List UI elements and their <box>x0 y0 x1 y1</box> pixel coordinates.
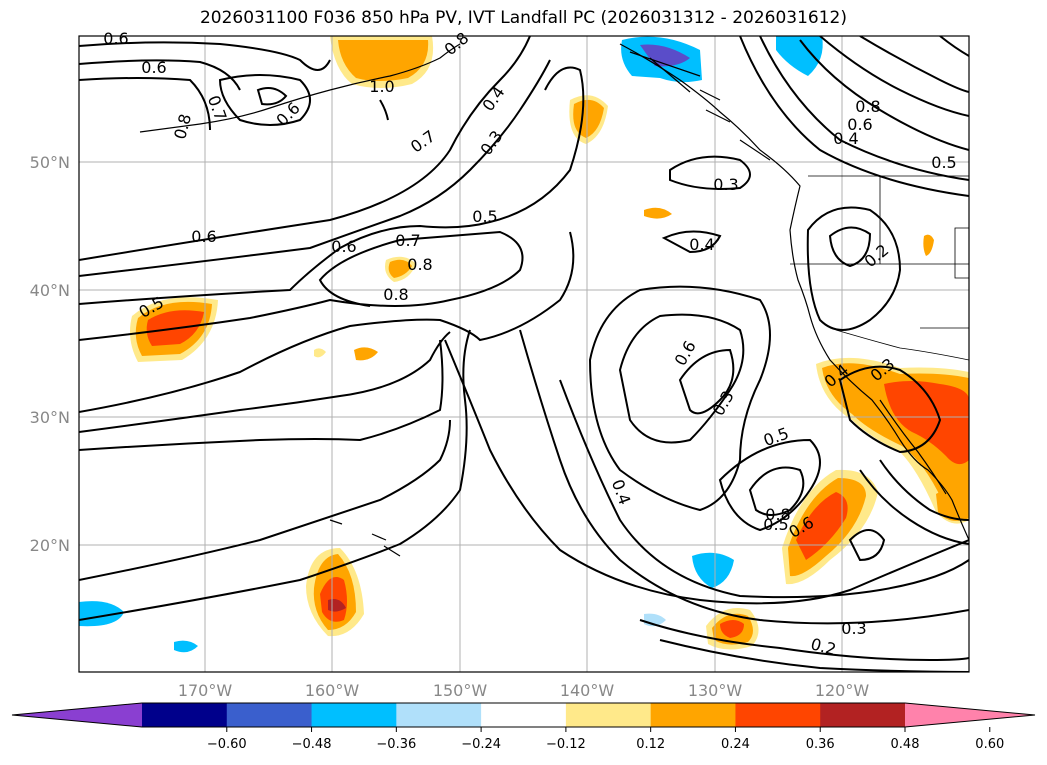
contour-label: 0.5 <box>931 153 956 172</box>
lon-label: 150°W <box>433 681 488 700</box>
map-frame <box>78 35 970 673</box>
negative-anomaly-region <box>776 36 823 76</box>
lon-label: 140°W <box>560 681 615 700</box>
lat-label: 40°N <box>30 281 70 300</box>
colorbar-segment <box>481 703 567 727</box>
contour-label: 1.0 <box>369 77 394 96</box>
contour-label: 0.6 <box>847 115 872 134</box>
contour-label: 0.8 <box>170 112 195 142</box>
lon-label: 170°W <box>178 681 233 700</box>
contour-label: 0.3 <box>713 175 738 194</box>
lat-label: 30°N <box>30 408 70 427</box>
contour-label: 0.6 <box>103 29 128 48</box>
contour-label: 0.8 <box>383 285 408 304</box>
colorbar-segment <box>311 703 397 727</box>
contour-label: 0.6 <box>141 58 166 77</box>
colorbar-arrow-high <box>905 703 1035 727</box>
positive-anomaly-region <box>936 486 969 521</box>
contour-label: 0.6 <box>191 227 216 246</box>
colorbar-tick-label: −0.60 <box>207 737 247 752</box>
contour-label: 0.5 <box>763 515 788 534</box>
negative-anomaly-region <box>692 552 734 588</box>
colorbar-segment <box>820 703 906 727</box>
colorbar-outline <box>11 702 1036 728</box>
lat-label: 20°N <box>30 536 70 555</box>
colorbar-segment <box>735 703 821 727</box>
colorbar-segment <box>565 703 652 727</box>
contour-label: 0.8 <box>407 255 432 274</box>
positive-anomaly-region <box>644 207 672 219</box>
colorbar-tick-label: 0.60 <box>975 737 1004 752</box>
contour-label: 0.3 <box>841 619 866 638</box>
colorbar: −0.60 −0.48 −0.36 −0.24 −0.12 0.12 0.24 0.36 0.4… <box>11 702 1036 752</box>
contour-label: 0.4 <box>478 83 508 115</box>
boundaries <box>790 175 969 361</box>
contour-label: 0.2 <box>809 634 839 659</box>
lat-label: 50°N <box>30 153 70 172</box>
contour-label: 0.7 <box>395 231 420 250</box>
positive-anomaly-region <box>388 259 412 278</box>
colorbar-segment <box>226 703 313 727</box>
positive-anomaly-region <box>314 348 326 358</box>
coastlines <box>139 43 969 557</box>
contour-label: 0.2 <box>861 240 893 271</box>
colorbar-tick-label: 0.48 <box>891 737 920 752</box>
colorbar-tick-label: 0.12 <box>636 737 665 752</box>
colorbar-tick-label: −0.12 <box>546 737 586 752</box>
colorbar-tick-label: −0.48 <box>292 737 332 752</box>
contour-label: 0.3 <box>476 127 506 159</box>
contour-label: 0.8 <box>765 505 790 524</box>
map-title: 2026031100 F036 850 hPa PV, IVT Landfall… <box>199 8 847 28</box>
contour-label: 0.5 <box>472 207 497 226</box>
positive-anomaly-region <box>884 381 969 465</box>
contour-label: 0.4 <box>833 129 858 148</box>
contour-label: 0.5 <box>761 424 791 451</box>
colorbar-segment <box>650 703 736 727</box>
contour-label: 0.7 <box>407 126 439 156</box>
colorbar-segment <box>396 703 482 727</box>
lon-label: 160°W <box>305 681 360 700</box>
contour-label: 0.8 <box>441 28 473 59</box>
colorbar-tick-label: 0.24 <box>721 737 750 752</box>
contour-label: 0.6 <box>331 237 356 256</box>
contours <box>79 36 969 672</box>
lat-labels: 50°N 40°N 30°N 20°N <box>30 153 70 555</box>
contour-label: 0.4 <box>689 235 714 254</box>
contour-label: 0.6 <box>671 337 700 369</box>
colorbar-arrow-low <box>12 703 142 727</box>
positive-anomaly-region <box>354 347 378 361</box>
colorbar-tick-label: 0.36 <box>806 737 835 752</box>
negative-anomaly-region <box>174 640 198 653</box>
positive-anomaly-region <box>796 492 848 560</box>
colorbar-tick-label: −0.36 <box>376 737 416 752</box>
lon-label: 120°W <box>815 681 870 700</box>
contour-labels: 0.6 0.6 0.7 0.8 0.6 1.0 0.8 0.8 0.4 0.3 … <box>103 28 956 659</box>
positive-anomaly-region <box>923 234 934 256</box>
negative-anomaly-region <box>79 601 124 627</box>
colorbar-segment <box>142 703 228 727</box>
lon-labels: 170°W 160°W 150°W 140°W 130°W 120°W <box>178 681 870 700</box>
contour-label: 0.8 <box>855 97 880 116</box>
colorbar-tick-label: −0.24 <box>461 737 501 752</box>
positive-anomaly-region <box>720 620 744 638</box>
lon-label: 130°W <box>688 681 743 700</box>
positive-anomaly-region <box>338 40 429 81</box>
